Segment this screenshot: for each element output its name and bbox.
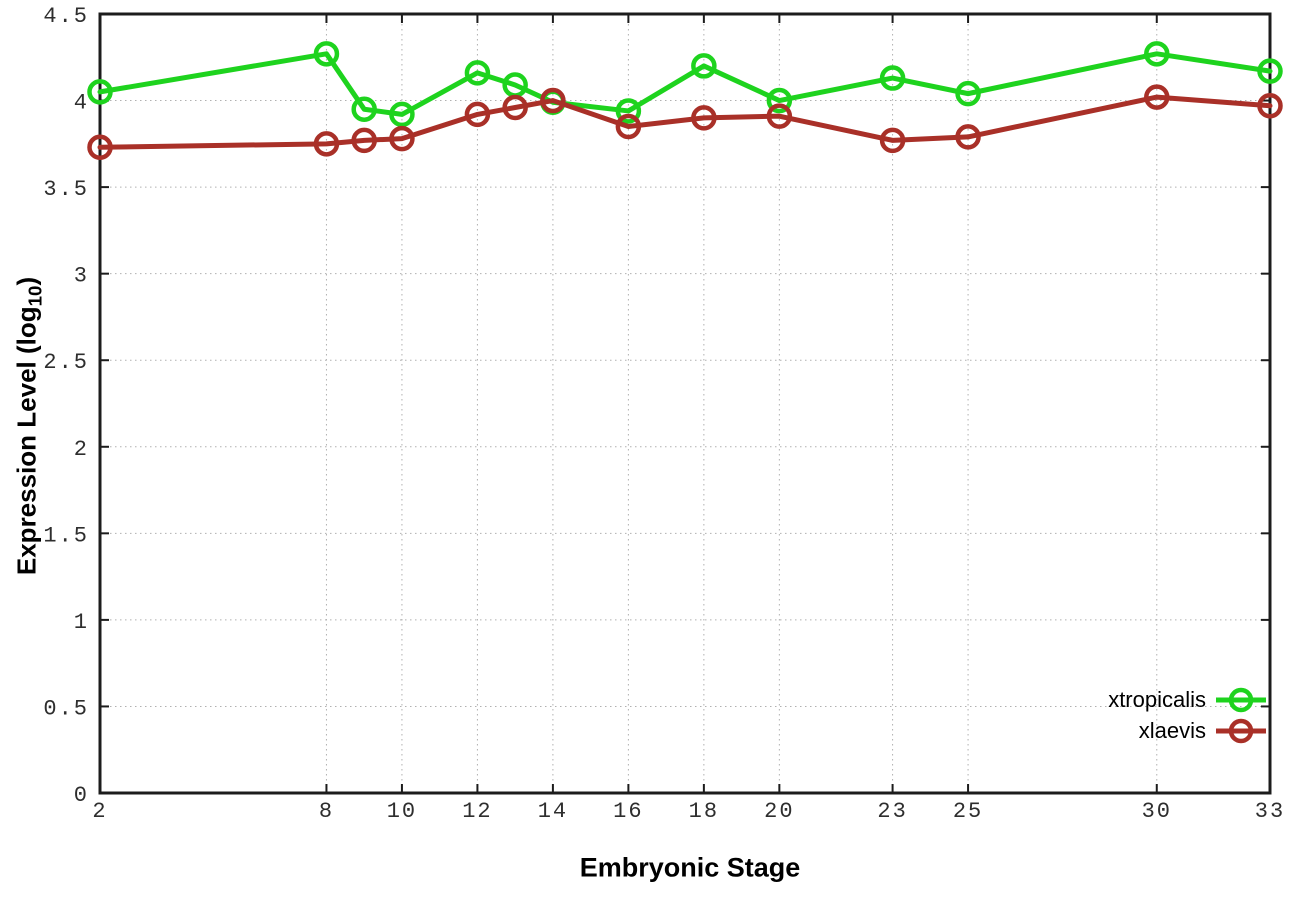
legend-label-xlaevis: xlaevis — [1138, 718, 1206, 743]
x-tick-label: 33 — [1255, 799, 1285, 824]
data-point-xtropicalis — [955, 80, 981, 107]
legend-item-xtropicalis: xtropicalis — [1108, 685, 1267, 715]
data-point-xlaevis — [502, 94, 528, 121]
x-tick-label: 12 — [462, 799, 492, 824]
y-axis-title-subscript: 10 — [24, 285, 46, 307]
x-tick-label: 25 — [953, 799, 983, 824]
data-point-xlaevis — [389, 125, 415, 152]
y-tick-label: 1.5 — [43, 523, 89, 548]
data-point-xlaevis — [879, 127, 906, 154]
data-point-xtropicalis — [389, 101, 415, 128]
y-tick-label: 1 — [74, 610, 89, 635]
data-point-xlaevis — [1144, 84, 1170, 110]
axis-frame — [98, 12, 1272, 795]
y-tick-label: 2.5 — [43, 350, 89, 375]
series-line-xtropicalis — [97, 51, 1273, 117]
data-point-xlaevis — [540, 87, 566, 114]
data-point-xlaevis — [351, 127, 377, 154]
x-tick-label: 2 — [92, 799, 107, 824]
legend-label-xtropicalis: xtropicalis — [1108, 687, 1206, 712]
legend-marker-xtropicalis — [1216, 687, 1266, 713]
data-point-xtropicalis — [87, 79, 113, 105]
y-axis-title: Expression Level (log10) — [11, 276, 46, 576]
data-point-xtropicalis — [691, 53, 717, 79]
data-point-xtropicalis — [766, 87, 793, 114]
y-tick-label: 0 — [74, 783, 89, 808]
y-axis-title-text: Expression Level (log — [11, 306, 42, 576]
data-point-xlaevis — [87, 134, 113, 161]
data-point-xtropicalis — [464, 60, 491, 86]
data-point-xlaevis — [1257, 92, 1283, 119]
series-line-xlaevis — [97, 94, 1273, 150]
data-point-xtropicalis — [313, 41, 340, 67]
x-tick-label: 23 — [877, 799, 907, 824]
data-point-xtropicalis — [351, 96, 377, 122]
data-point-xlaevis — [615, 113, 642, 140]
data-point-xlaevis — [464, 101, 491, 128]
x-tick-label: 10 — [387, 799, 417, 824]
legend-marker-xlaevis — [1216, 718, 1266, 744]
y-tick-label: 4 — [74, 91, 89, 116]
x-tick-label: 16 — [613, 799, 643, 824]
data-point-xlaevis — [955, 124, 981, 150]
data-point-xlaevis — [313, 131, 340, 157]
x-tick-label: 30 — [1142, 799, 1172, 824]
y-tick-label: 2 — [74, 437, 89, 462]
x-tick-label: 14 — [538, 799, 568, 824]
legend: xtropicalis xlaevis — [1108, 685, 1267, 746]
data-point-xlaevis — [766, 103, 793, 129]
data-point-xtropicalis — [879, 65, 906, 91]
data-point-xtropicalis — [1144, 41, 1170, 67]
x-tick-label: 8 — [319, 799, 334, 824]
x-tick-label: 18 — [689, 799, 719, 824]
legend-item-xlaevis: xlaevis — [1139, 716, 1267, 746]
data-point-xtropicalis — [615, 98, 642, 124]
y-tick-label: 4.5 — [43, 4, 89, 29]
y-tick-label: 3.5 — [43, 177, 89, 202]
x-axis-title: Embryonic Stage — [579, 852, 801, 883]
data-point-xlaevis — [691, 105, 717, 131]
data-point-xtropicalis — [1257, 58, 1283, 84]
y-axis-title-close: ) — [11, 276, 42, 286]
y-tick-label: 0.5 — [43, 696, 89, 721]
x-tick-label: 20 — [764, 799, 794, 824]
y-tick-label: 3 — [74, 264, 89, 289]
